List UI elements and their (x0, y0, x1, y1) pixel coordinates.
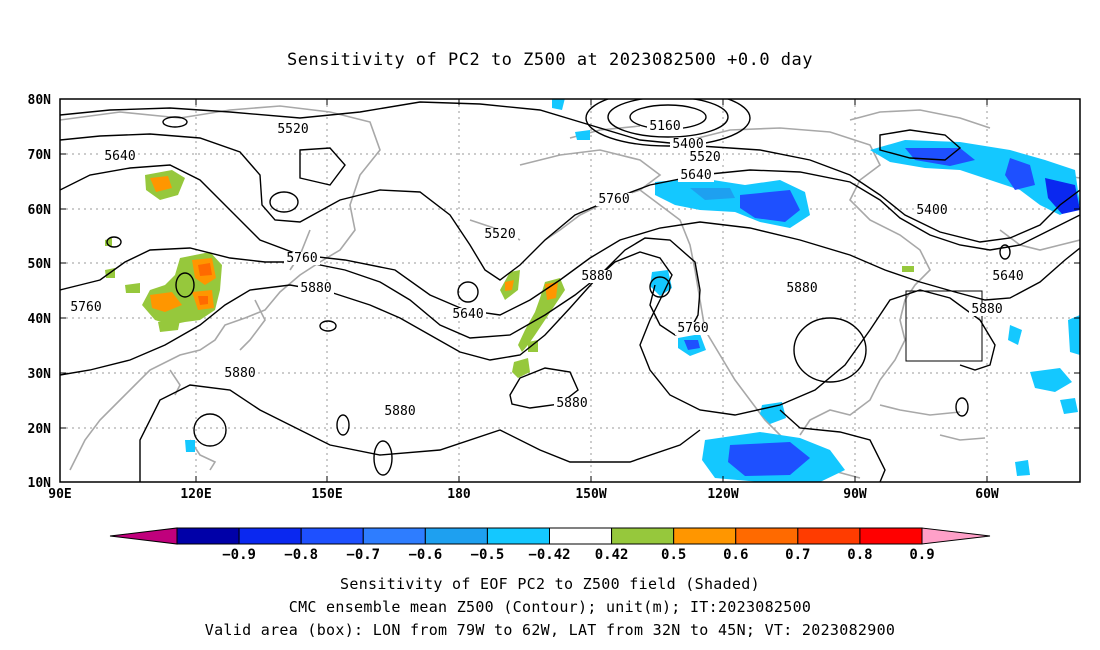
lat-tick-label: 70N (28, 148, 52, 163)
colorbar-swatch (424, 527, 488, 545)
contour-label: 5760 (70, 300, 101, 315)
lon-tick-label: 60W (975, 487, 999, 502)
contour-label: 5880 (224, 366, 255, 381)
colorbar-swatch (797, 527, 861, 545)
lat-tick-label: 50N (28, 257, 52, 272)
colorbar-label: 0.42 (595, 547, 629, 563)
colorbar-swatch (611, 527, 675, 545)
map-frame (59, 98, 1081, 483)
coastlines (60, 105, 1080, 479)
contour-label: 5640 (104, 149, 135, 164)
contour-label: 5880 (556, 396, 587, 411)
lat-tick-label: 40N (28, 312, 52, 327)
colorbar-swatch (300, 527, 364, 545)
lat-tick-label: 80N (28, 93, 52, 108)
contour-label: 5880 (971, 302, 1002, 317)
colorbar-swatch (176, 527, 240, 545)
colorbar-swatch (859, 527, 923, 545)
map-title: Sensitivity of PC2 to Z500 at 2023082500… (286, 50, 813, 70)
lat-tick-label: 10N (28, 476, 52, 491)
colorbar-label: 0.6 (723, 547, 748, 563)
lat-tick-label: 20N (28, 422, 52, 437)
colorbar-label: 0.9 (909, 547, 934, 563)
negative-sensitivity-shading (185, 99, 1080, 482)
contour-label: 5520 (484, 227, 515, 242)
lon-tick-label: 150E (311, 487, 342, 502)
colorbar-label: 0.5 (661, 547, 686, 563)
contour-label: 5160 (649, 119, 680, 134)
contour-label: 5760 (677, 321, 708, 336)
contour-label: 5640 (992, 269, 1023, 284)
colorbar-label: 0.8 (847, 547, 872, 563)
caption-line-2: CMC ensemble mean Z500 (Contour); unit(m… (288, 598, 812, 616)
contour-label: 5520 (689, 150, 720, 165)
lon-tick-label: 90E (48, 487, 71, 502)
contour-label: 5760 (598, 192, 629, 207)
colorbar-swatch (549, 527, 613, 545)
contour-labels: 5160540054005520552055205640564056405640… (68, 119, 1026, 419)
contour-label: 5880 (384, 404, 415, 419)
colorbar-swatch (238, 527, 302, 545)
lon-tick-label: 120E (180, 487, 211, 502)
colorbar-low-arrow (109, 527, 178, 545)
contour-label: 5760 (286, 251, 317, 266)
caption-line-1: Sensitivity of EOF PC2 to Z500 field (Sh… (340, 575, 760, 593)
contour-label: 5880 (300, 281, 331, 296)
caption-line-3: Valid area (box): LON from 79W to 62W, L… (204, 621, 896, 639)
colorbar-swatch (486, 527, 550, 545)
lon-tick-label: 180 (447, 487, 471, 502)
colorbar-label: −0.8 (284, 547, 318, 563)
colorbar-label: −0.9 (222, 547, 256, 563)
contour-label: 5640 (452, 307, 483, 322)
colorbar-high-arrow (921, 527, 991, 545)
contour-label: 5880 (786, 281, 817, 296)
contour-label: 5640 (680, 168, 711, 183)
lon-tick-label: 90W (843, 487, 867, 502)
contour-label: 5880 (581, 269, 612, 284)
lat-tick-label: 30N (28, 367, 52, 382)
colorbar-label: 0.7 (785, 547, 810, 563)
colorbar-label: −0.5 (471, 547, 505, 563)
colorbar-label: −0.6 (408, 547, 442, 563)
contour-label: 5400 (916, 203, 947, 218)
lon-tick-label: 150W (575, 487, 606, 502)
colorbar-label: −0.42 (528, 547, 570, 563)
lat-tick-label: 60N (28, 203, 52, 218)
colorbar: −0.9 −0.8 −0.7 −0.6 −0.5 −0.42 0.42 0.5 0.6 0.7 0.… (109, 527, 991, 563)
lon-tick-label: 120W (707, 487, 738, 502)
colorbar-swatch (673, 527, 737, 545)
colorbar-swatch (735, 527, 799, 545)
valid-area-box (905, 290, 983, 362)
colorbar-swatch (362, 527, 426, 545)
contour-label: 5520 (277, 122, 308, 137)
colorbar-label: −0.7 (346, 547, 380, 563)
contour-label: 5400 (672, 137, 703, 152)
